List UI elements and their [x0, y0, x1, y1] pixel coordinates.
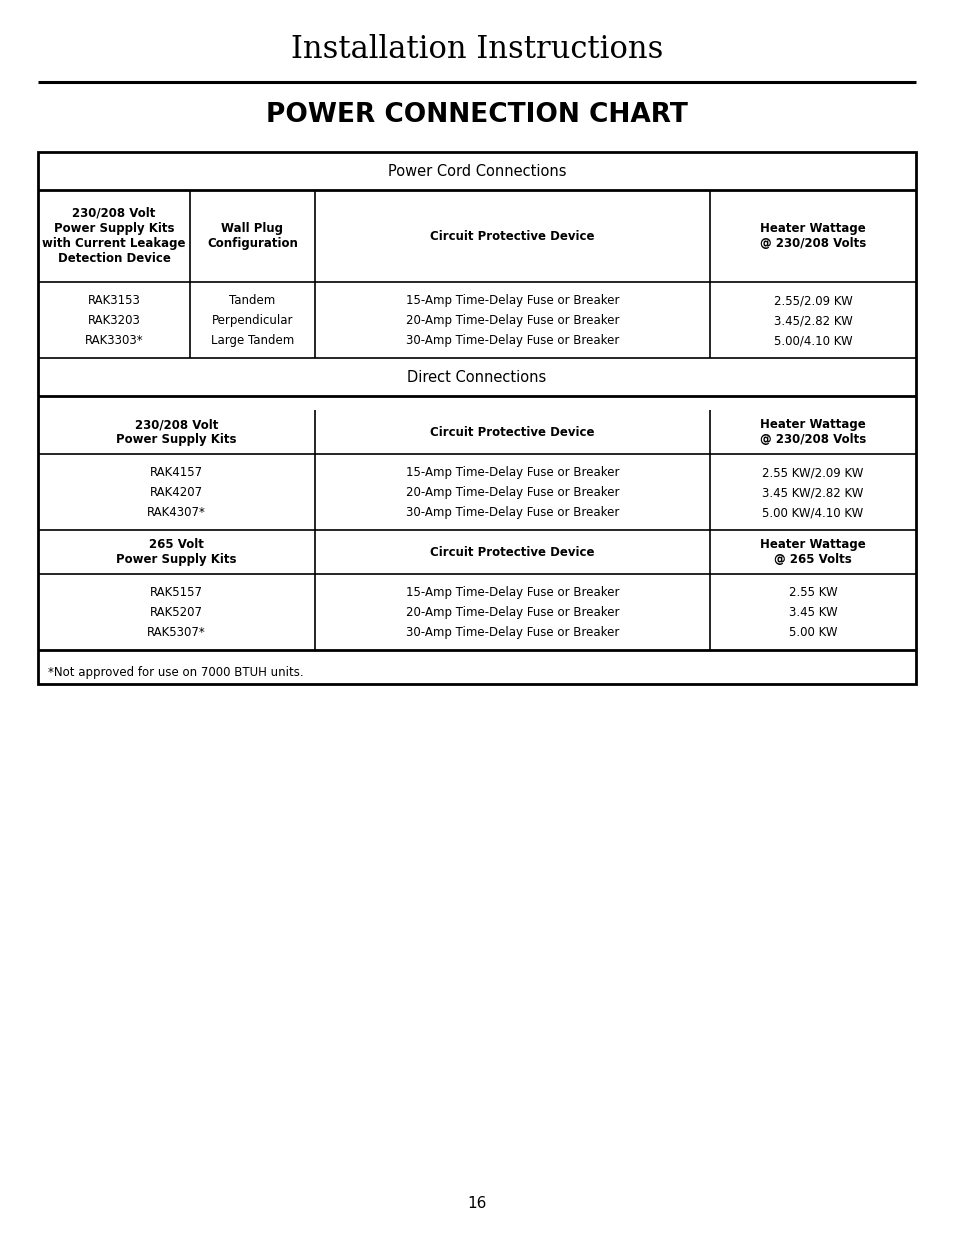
- Text: 30-Amp Time-Delay Fuse or Breaker: 30-Amp Time-Delay Fuse or Breaker: [405, 506, 618, 519]
- Text: 265 Volt
Power Supply Kits: 265 Volt Power Supply Kits: [116, 538, 236, 566]
- Text: RAK4307*: RAK4307*: [147, 506, 206, 519]
- Text: Heater Wattage
@ 230/208 Volts: Heater Wattage @ 230/208 Volts: [760, 417, 865, 446]
- Text: Tandem: Tandem: [229, 294, 275, 308]
- Text: RAK3303*: RAK3303*: [85, 333, 143, 347]
- Text: 230/208 Volt
Power Supply Kits
with Current Leakage
Detection Device: 230/208 Volt Power Supply Kits with Curr…: [42, 207, 186, 266]
- Text: RAK5307*: RAK5307*: [147, 626, 206, 638]
- Text: 3.45 KW: 3.45 KW: [788, 606, 837, 619]
- Text: Circuit Protective Device: Circuit Protective Device: [430, 230, 594, 242]
- Text: RAK5207: RAK5207: [150, 606, 203, 619]
- Text: Large Tandem: Large Tandem: [211, 333, 294, 347]
- Text: Circuit Protective Device: Circuit Protective Device: [430, 426, 594, 438]
- Text: RAK3203: RAK3203: [88, 314, 140, 327]
- Text: 5.00/4.10 KW: 5.00/4.10 KW: [773, 333, 851, 347]
- Text: RAK5157: RAK5157: [150, 585, 203, 599]
- Text: Power Cord Connections: Power Cord Connections: [387, 164, 566, 179]
- Text: Wall Plug
Configuration: Wall Plug Configuration: [207, 222, 297, 249]
- Text: 15-Amp Time-Delay Fuse or Breaker: 15-Amp Time-Delay Fuse or Breaker: [405, 294, 618, 308]
- Text: Installation Instructions: Installation Instructions: [291, 35, 662, 65]
- Text: 5.00 KW/4.10 KW: 5.00 KW/4.10 KW: [761, 506, 862, 519]
- Text: 20-Amp Time-Delay Fuse or Breaker: 20-Amp Time-Delay Fuse or Breaker: [405, 314, 618, 327]
- Text: POWER CONNECTION CHART: POWER CONNECTION CHART: [266, 103, 687, 128]
- Text: RAK4157: RAK4157: [150, 466, 203, 479]
- Text: 5.00 KW: 5.00 KW: [788, 626, 837, 638]
- Text: 230/208 Volt
Power Supply Kits: 230/208 Volt Power Supply Kits: [116, 417, 236, 446]
- Text: 15-Amp Time-Delay Fuse or Breaker: 15-Amp Time-Delay Fuse or Breaker: [405, 585, 618, 599]
- Text: RAK4207: RAK4207: [150, 487, 203, 499]
- Text: RAK3153: RAK3153: [88, 294, 140, 308]
- Text: Heater Wattage
@ 265 Volts: Heater Wattage @ 265 Volts: [760, 538, 865, 566]
- Text: 16: 16: [467, 1195, 486, 1210]
- Text: 20-Amp Time-Delay Fuse or Breaker: 20-Amp Time-Delay Fuse or Breaker: [405, 487, 618, 499]
- Text: 15-Amp Time-Delay Fuse or Breaker: 15-Amp Time-Delay Fuse or Breaker: [405, 466, 618, 479]
- Text: 2.55/2.09 KW: 2.55/2.09 KW: [773, 294, 851, 308]
- Text: 3.45/2.82 KW: 3.45/2.82 KW: [773, 314, 851, 327]
- Text: Circuit Protective Device: Circuit Protective Device: [430, 546, 594, 558]
- Text: 30-Amp Time-Delay Fuse or Breaker: 30-Amp Time-Delay Fuse or Breaker: [405, 626, 618, 638]
- Text: 20-Amp Time-Delay Fuse or Breaker: 20-Amp Time-Delay Fuse or Breaker: [405, 606, 618, 619]
- Text: Heater Wattage
@ 230/208 Volts: Heater Wattage @ 230/208 Volts: [760, 222, 865, 249]
- Text: 30-Amp Time-Delay Fuse or Breaker: 30-Amp Time-Delay Fuse or Breaker: [405, 333, 618, 347]
- Text: 3.45 KW/2.82 KW: 3.45 KW/2.82 KW: [761, 487, 862, 499]
- Text: Direct Connections: Direct Connections: [407, 369, 546, 384]
- Text: 2.55 KW/2.09 KW: 2.55 KW/2.09 KW: [761, 466, 862, 479]
- Text: Perpendicular: Perpendicular: [212, 314, 293, 327]
- Bar: [38, 152, 915, 684]
- Text: 2.55 KW: 2.55 KW: [788, 585, 837, 599]
- Text: *Not approved for use on 7000 BTUH units.: *Not approved for use on 7000 BTUH units…: [48, 666, 303, 679]
